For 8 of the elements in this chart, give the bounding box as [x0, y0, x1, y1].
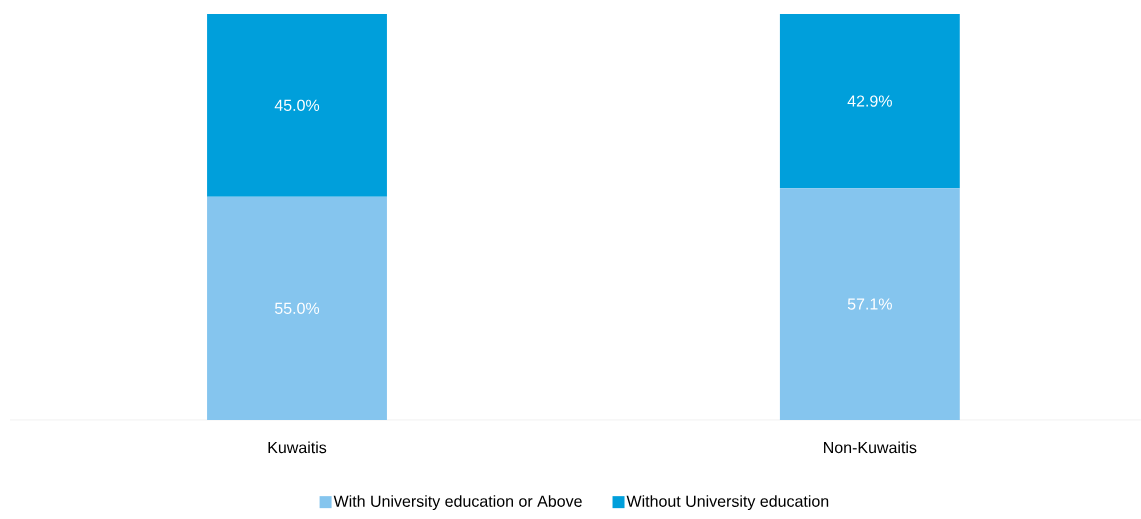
data-label: 42.9% — [847, 95, 892, 107]
data-label: 55.0% — [274, 302, 320, 314]
legend-label: With University education or Above — [333, 495, 582, 511]
data-label: 57.1% — [847, 298, 892, 310]
x-tick-label: Non-Kuwaitis — [824, 441, 917, 454]
legend-label: Without University education — [626, 495, 829, 511]
x-tick-label: Kuwaitis — [268, 441, 327, 454]
data-label: 45.0% — [274, 99, 320, 112]
